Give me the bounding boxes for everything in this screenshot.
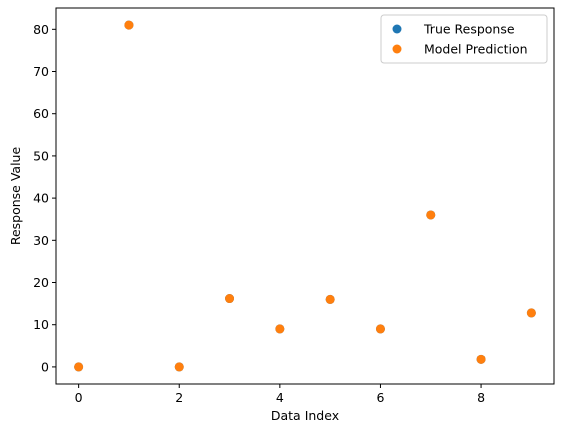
legend-marker-true-response [392,24,402,34]
data-point [174,362,184,372]
y-tick-label: 10 [33,317,49,332]
data-point [375,324,385,334]
data-point [225,294,235,304]
y-tick-label: 80 [33,22,49,37]
plot-area [56,8,554,384]
y-tick-label: 0 [41,359,49,374]
data-point [526,308,536,318]
x-tick-label: 0 [75,390,83,405]
legend-box [380,14,548,64]
data-point [426,210,436,220]
y-tick-label: 20 [33,275,49,290]
legend-label-model-prediction: Model Prediction [424,42,528,57]
legend-marker-model-prediction [392,44,402,54]
legend: True Response Model Prediction [380,14,548,64]
plot-frame [55,7,555,385]
y-tick-label: 40 [33,191,49,206]
data-point [275,324,285,334]
x-tick-label: 8 [477,390,485,405]
x-tick-label: 6 [376,390,384,405]
x-axis-label: Data Index [271,408,339,423]
y-axis-ticks: 0 10 20 30 40 50 60 70 80 [33,22,56,374]
y-tick-label: 30 [33,233,49,248]
series-model-prediction [74,20,536,372]
points-layer [74,20,536,372]
y-tick-label: 50 [33,148,49,163]
data-point [74,362,84,372]
x-tick-label: 2 [175,390,183,405]
x-axis-ticks: 0 2 4 6 8 [75,384,485,405]
y-tick-label: 60 [33,106,49,121]
data-point [325,294,335,304]
y-tick-label: 70 [33,64,49,79]
y-axis-label: Response Value [8,147,23,246]
data-point [124,20,134,30]
data-point [476,354,486,364]
x-tick-label: 4 [276,390,284,405]
legend-label-true-response: True Response [423,22,515,37]
